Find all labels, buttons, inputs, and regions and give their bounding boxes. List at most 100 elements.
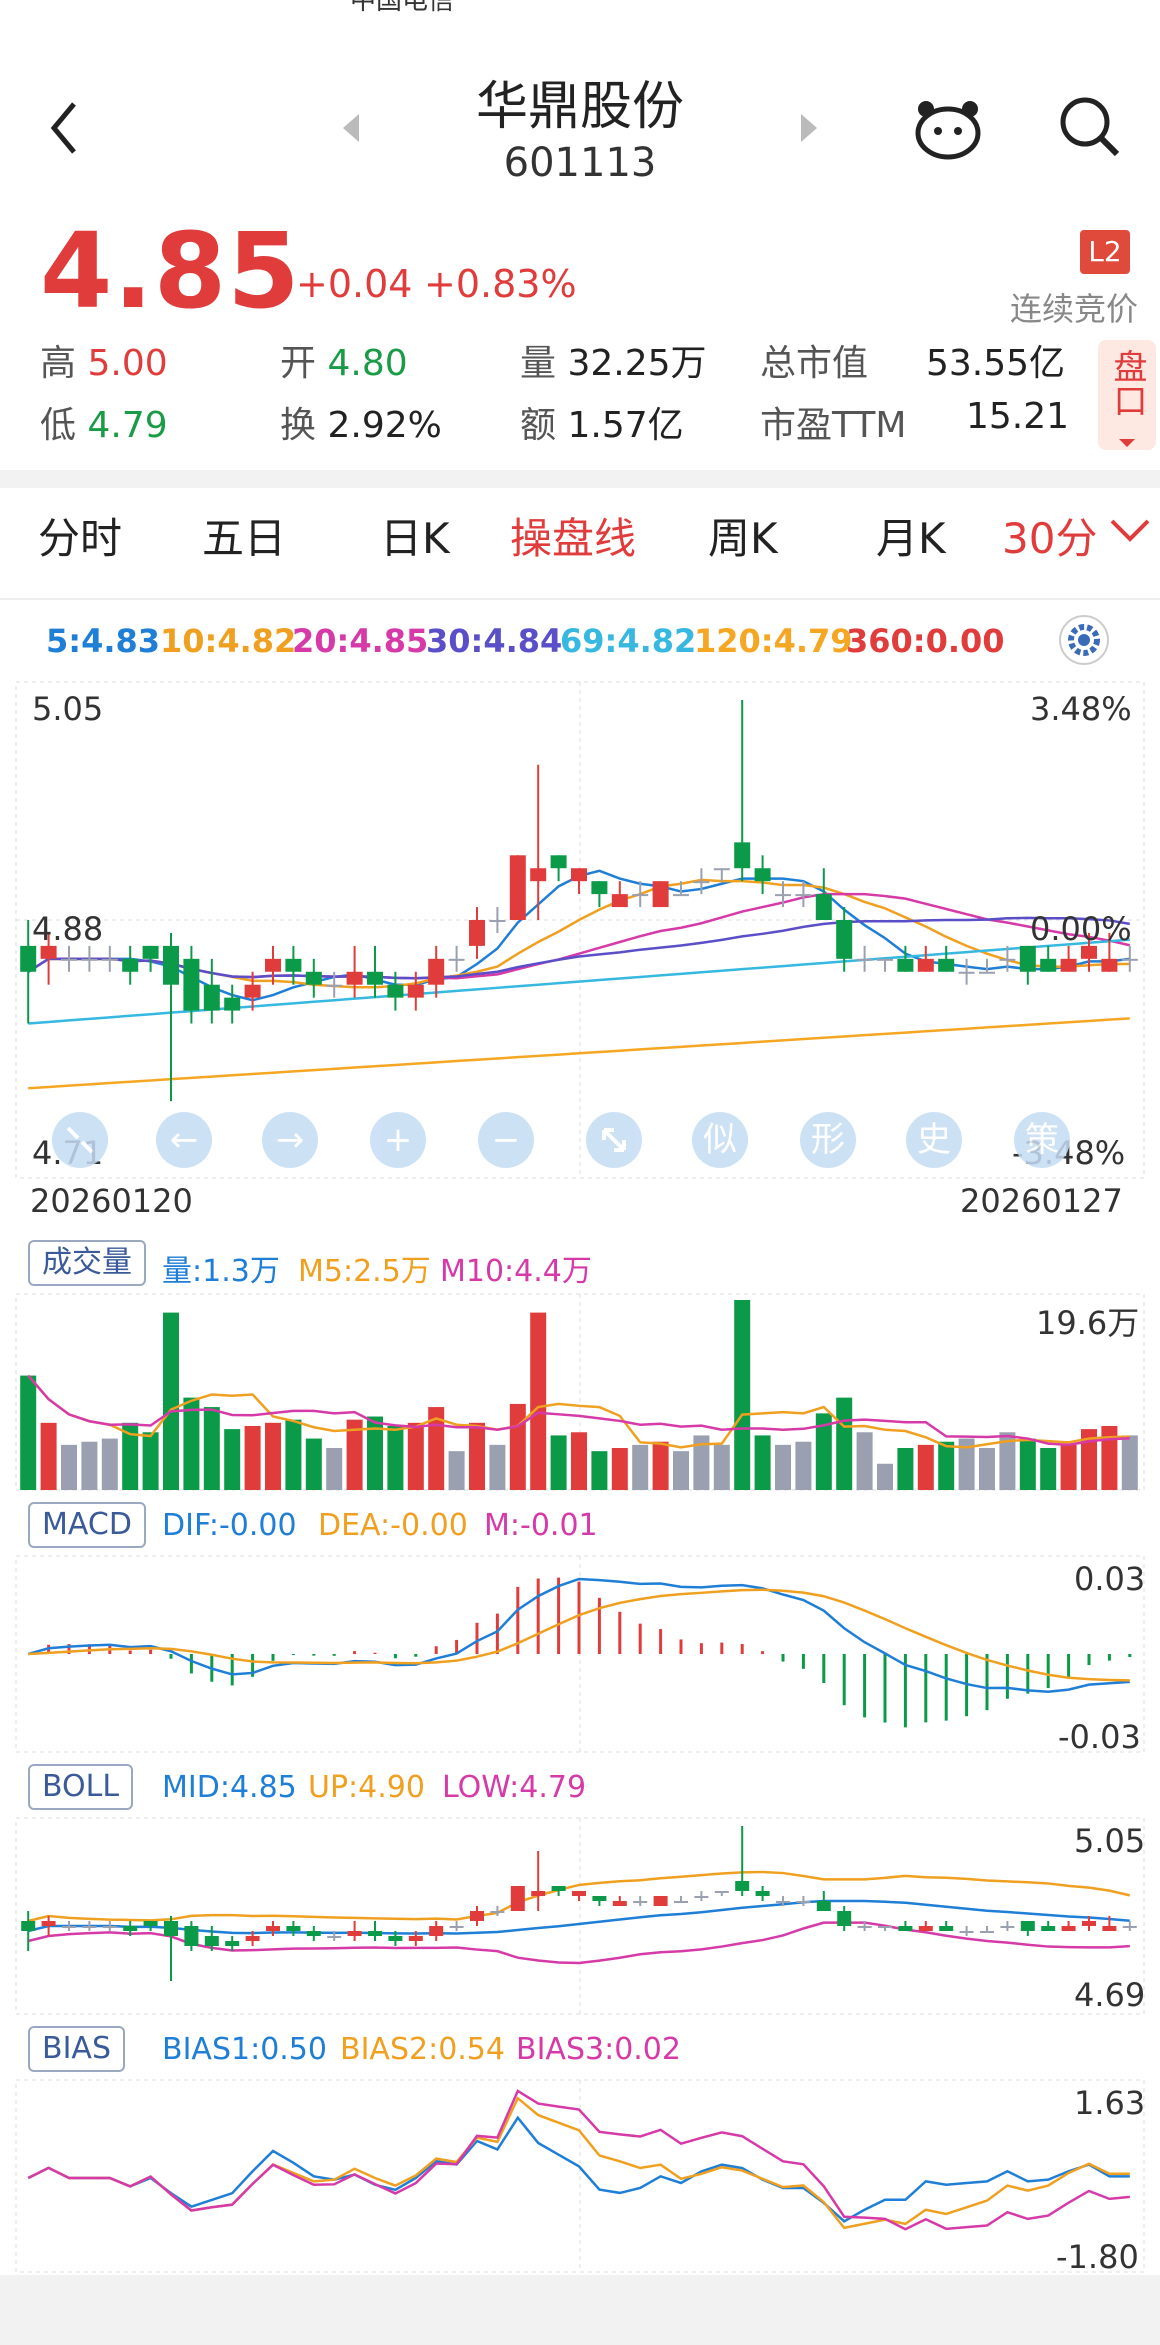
volume-bar [571, 1432, 587, 1490]
pe-stat: 市盈TTM [760, 405, 907, 446]
boll-candle [980, 1931, 994, 1933]
scroll-left-button[interactable]: ← [156, 1112, 212, 1168]
prev-stock-button[interactable] [335, 108, 365, 148]
boll-candle [408, 1936, 423, 1941]
volume-bar [1060, 1444, 1077, 1490]
similar-button[interactable]: 似 [692, 1112, 748, 1168]
volume-bar [530, 1312, 547, 1490]
shrink-button[interactable] [52, 1112, 108, 1168]
ma30-legend: 30:4.84 [426, 622, 563, 660]
tab-weekly-k[interactable]: 周K [708, 514, 778, 563]
amount-stat: 额 1.57亿 [520, 405, 684, 446]
candle [713, 868, 730, 871]
pankou-button[interactable]: 盘口 [1098, 340, 1156, 450]
volume-stat: 量 32.25万 [520, 343, 707, 384]
candle [40, 945, 57, 959]
zoom-in-button[interactable]: + [370, 1112, 426, 1168]
zoom-out-button[interactable]: − [478, 1112, 534, 1168]
candle [958, 971, 975, 974]
volume-bar [203, 1407, 220, 1490]
volume-bar [448, 1451, 465, 1490]
kline-chart[interactable] [0, 680, 1160, 1180]
back-button[interactable] [40, 92, 90, 162]
history-button[interactable]: 史 [906, 1112, 962, 1168]
boll-candle [102, 1926, 117, 1928]
boll-axis-bottom: 4.69 [1074, 1976, 1146, 2014]
volume-bar [795, 1441, 812, 1490]
candle [1101, 958, 1118, 972]
volume-bar [224, 1429, 241, 1490]
volume-bar [183, 1397, 200, 1490]
candle [611, 894, 628, 908]
volume-m10-line [27, 1374, 1130, 1447]
caret-down-icon [1119, 439, 1135, 447]
candle [1040, 958, 1057, 972]
ma20-legend: 20:4.85 [292, 622, 429, 660]
volume-bar [1121, 1435, 1138, 1490]
candle [917, 958, 934, 972]
settings-button[interactable] [1058, 614, 1110, 666]
boll-candle [429, 1926, 444, 1936]
tab-intraday[interactable]: 分时 [38, 514, 123, 563]
macd-chart [15, 1555, 1145, 1753]
tab-five-day[interactable]: 五日 [202, 514, 287, 563]
volume-m5: M5:2.5万 [298, 1254, 431, 1289]
boll-candle [123, 1926, 138, 1931]
candle [142, 945, 159, 959]
volume-bar [407, 1422, 424, 1490]
tabs-divider [0, 598, 1160, 600]
chevron-left-icon [50, 102, 76, 154]
volume-bar [754, 1435, 771, 1490]
next-stock-button[interactable] [795, 108, 825, 148]
scroll-right-button[interactable]: → [262, 1112, 318, 1168]
search-icon [1060, 97, 1120, 157]
tab-daily-k[interactable]: 日K [380, 514, 450, 563]
l2-badge[interactable]: L2 [1080, 230, 1130, 274]
price-axis-mid: 4.88 [32, 910, 104, 948]
volume-bar [917, 1444, 934, 1490]
turnover-stat: 换 2.92% [280, 405, 442, 446]
volume-bar [1019, 1438, 1036, 1490]
candle [550, 855, 567, 869]
boll-candle [1122, 1926, 1137, 1928]
volume-bar [632, 1444, 649, 1490]
mascot-icon [915, 101, 981, 160]
pe-value: 15.21 [966, 396, 1070, 437]
strategy-button[interactable]: 策 [1014, 1112, 1070, 1168]
volume-panel-label[interactable]: 成交量 [28, 1240, 146, 1286]
macd-dif: DIF:-0.00 [162, 1508, 297, 1543]
macd-axis-bottom: -0.03 [1058, 1718, 1141, 1756]
expand-button[interactable] [586, 1112, 642, 1168]
candle [693, 881, 710, 884]
tab-30min[interactable]: 30分 [1002, 514, 1098, 563]
triangle-right-icon [801, 114, 817, 142]
pattern-button[interactable]: 形 [800, 1112, 856, 1168]
boll-candle [1041, 1926, 1056, 1931]
boll-panel-label[interactable]: BOLL [28, 1764, 134, 1810]
macd-m: M:-0.01 [484, 1508, 598, 1543]
boll-candle [714, 1891, 729, 1893]
boll-candle [796, 1901, 811, 1903]
bias-panel-label[interactable]: BIAS [28, 2026, 125, 2072]
candle [815, 894, 832, 920]
macd-panel-label[interactable]: MACD [28, 1502, 146, 1548]
boll-candle [551, 1886, 566, 1891]
boll-candle [898, 1926, 913, 1931]
candle [509, 855, 526, 920]
current-price: 4.85 [40, 210, 301, 332]
boll-candle [694, 1896, 709, 1898]
volume-bar [244, 1425, 261, 1490]
tab-monthly-k[interactable]: 月K [876, 514, 946, 563]
arrows-inward-icon [66, 1126, 94, 1154]
chevron-down-icon[interactable] [1108, 515, 1152, 545]
carrier-text: 中国电信 [350, 0, 454, 14]
boll-candle [1102, 1926, 1117, 1931]
tab-trading-line[interactable]: 操盘线 [510, 514, 637, 563]
boll-candle [204, 1936, 219, 1946]
mascot-button[interactable] [910, 95, 986, 163]
ma10-legend: 10:4.82 [160, 622, 297, 660]
volume-bar [61, 1444, 77, 1490]
volume-bar [938, 1441, 955, 1490]
search-button[interactable] [1055, 92, 1125, 162]
boll-candle [633, 1901, 648, 1903]
